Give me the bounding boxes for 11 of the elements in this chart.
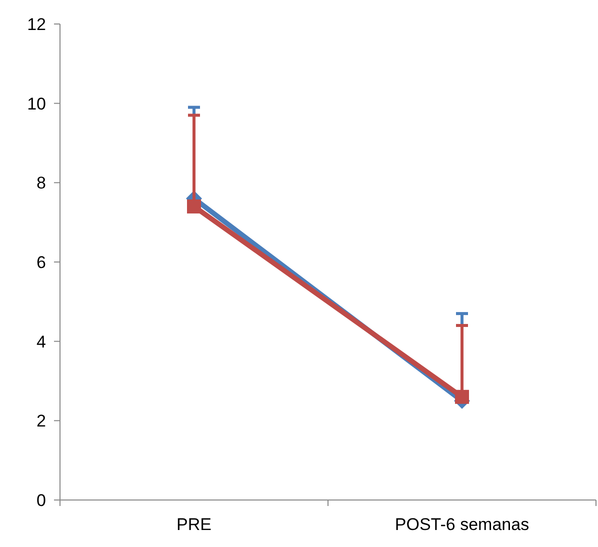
y-tick-label: 4	[36, 332, 46, 352]
point	[187, 199, 201, 214]
x-tick-label: PRE	[176, 515, 212, 534]
y-tick-label: 2	[36, 412, 46, 431]
point	[455, 390, 469, 404]
y-tick-label: 0	[36, 490, 46, 510]
y-tick-label: 10	[27, 94, 46, 114]
y-tick-label: 8	[36, 174, 46, 193]
x-tick-label: POST-6 semanas	[394, 515, 530, 534]
y-tick-label: 12	[27, 14, 46, 34]
y-tick-label: 6	[36, 252, 46, 272]
